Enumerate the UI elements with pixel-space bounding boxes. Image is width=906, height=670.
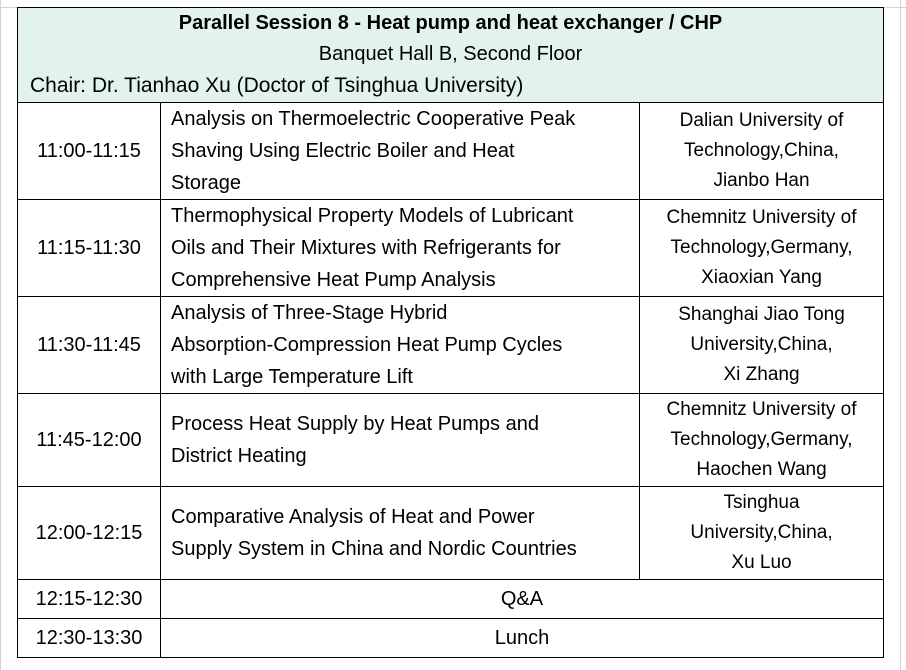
table-row: 12:00-12:15 Comparative Analysis of Heat… xyxy=(17,486,885,580)
talk-title-line: District Heating xyxy=(171,445,307,467)
affiliation-line: Technology,Germany, xyxy=(670,237,853,258)
sheet-left-edge xyxy=(0,0,1,670)
talk-title-line: Analysis of Three-Stage Hybrid xyxy=(171,302,448,324)
talk-title-line: Shaving Using Electric Boiler and Heat xyxy=(171,140,515,162)
talk-title-line: Comprehensive Heat Pump Analysis xyxy=(171,269,496,291)
speaker-affiliation: Shanghai Jiao Tong University,China, Xi … xyxy=(638,296,885,394)
session-venue: Banquet Hall B, Second Floor xyxy=(318,43,583,65)
talk-title-line: Process Heat Supply by Heat Pumps and xyxy=(171,413,539,435)
talk-title: Comparative Analysis of Heat and Power S… xyxy=(160,486,640,580)
talk-title-line: Thermophysical Property Models of Lubric… xyxy=(171,205,574,227)
talk-title-line: Supply System in China and Nordic Countr… xyxy=(171,538,577,560)
slot-label-lunch: Lunch xyxy=(159,618,885,658)
speaker-name: Xiaoxian Yang xyxy=(701,267,822,288)
speaker-affiliation: Chemnitz University of Technology,German… xyxy=(638,393,885,487)
table-row: 12:30-13:30 Lunch xyxy=(17,618,885,658)
talk-time: 11:45-12:00 xyxy=(17,393,161,487)
session-header-row: Parallel Session 8 - Heat pump and heat … xyxy=(16,7,885,103)
talk-title-line: Analysis on Thermoelectric Cooperative P… xyxy=(171,108,576,130)
talk-time: 11:30-11:45 xyxy=(17,296,161,394)
affiliation-line: University,China, xyxy=(690,334,833,355)
talk-title-line: Absorption-Compression Heat Pump Cycles xyxy=(171,334,563,356)
sheet-right-edge xyxy=(900,0,901,670)
talk-title-line: Comparative Analysis of Heat and Power xyxy=(171,506,535,528)
talk-title-line: Storage xyxy=(171,172,242,194)
speaker-name: Xi Zhang xyxy=(723,364,800,385)
slot-time: 12:30-13:30 xyxy=(17,618,161,658)
speaker-name: Xu Luo xyxy=(731,552,792,573)
speaker-affiliation: Dalian University of Technology,China, J… xyxy=(638,102,885,200)
speaker-name: Haochen Wang xyxy=(696,459,827,480)
table-row: 11:00-11:15 Analysis on Thermoelectric C… xyxy=(17,102,885,200)
talk-title: Process Heat Supply by Heat Pumps and Di… xyxy=(160,393,640,487)
session-title: Parallel Session 8 - Heat pump and heat … xyxy=(178,12,723,34)
affiliation-line: Dalian University of xyxy=(679,110,844,131)
affiliation-line: University,China, xyxy=(690,522,833,543)
session-schedule-table: Parallel Session 8 - Heat pump and heat … xyxy=(16,7,885,658)
affiliation-line: Chemnitz University of xyxy=(666,399,857,420)
session-header-cell: Parallel Session 8 - Heat pump and heat … xyxy=(16,7,885,103)
affiliation-line: Chemnitz University of xyxy=(666,207,857,228)
speaker-affiliation: Tsinghua University,China, Xu Luo xyxy=(638,486,885,580)
affiliation-line: Technology,China, xyxy=(684,140,839,161)
talk-time: 11:00-11:15 xyxy=(17,102,161,200)
affiliation-line: Technology,Germany, xyxy=(670,429,853,450)
talk-time: 11:15-11:30 xyxy=(17,199,161,297)
slot-time: 12:15-12:30 xyxy=(17,579,161,619)
session-chair: Chair: Dr. Tianhao Xu (Doctor of Tsinghu… xyxy=(30,74,524,97)
talk-title: Thermophysical Property Models of Lubric… xyxy=(160,199,640,297)
speaker-affiliation: Chemnitz University of Technology,German… xyxy=(638,199,885,297)
affiliation-line: Shanghai Jiao Tong xyxy=(678,304,845,325)
table-row: 11:45-12:00 Process Heat Supply by Heat … xyxy=(17,393,885,487)
table-row: 12:15-12:30 Q&A xyxy=(17,579,885,619)
talk-title: Analysis of Three-Stage Hybrid Absorptio… xyxy=(160,296,640,394)
slot-label-qa: Q&A xyxy=(159,579,885,619)
talk-title-line: with Large Temperature Lift xyxy=(171,366,413,388)
talk-title-line: Oils and Their Mixtures with Refrigerant… xyxy=(171,237,561,259)
talk-time: 12:00-12:15 xyxy=(17,486,161,580)
talk-title: Analysis on Thermoelectric Cooperative P… xyxy=(160,102,640,200)
table-row: 11:15-11:30 Thermophysical Property Mode… xyxy=(17,199,885,297)
affiliation-line: Tsinghua xyxy=(723,492,800,513)
table-row: 11:30-11:45 Analysis of Three-Stage Hybr… xyxy=(17,296,885,394)
speaker-name: Jianbo Han xyxy=(713,170,810,191)
